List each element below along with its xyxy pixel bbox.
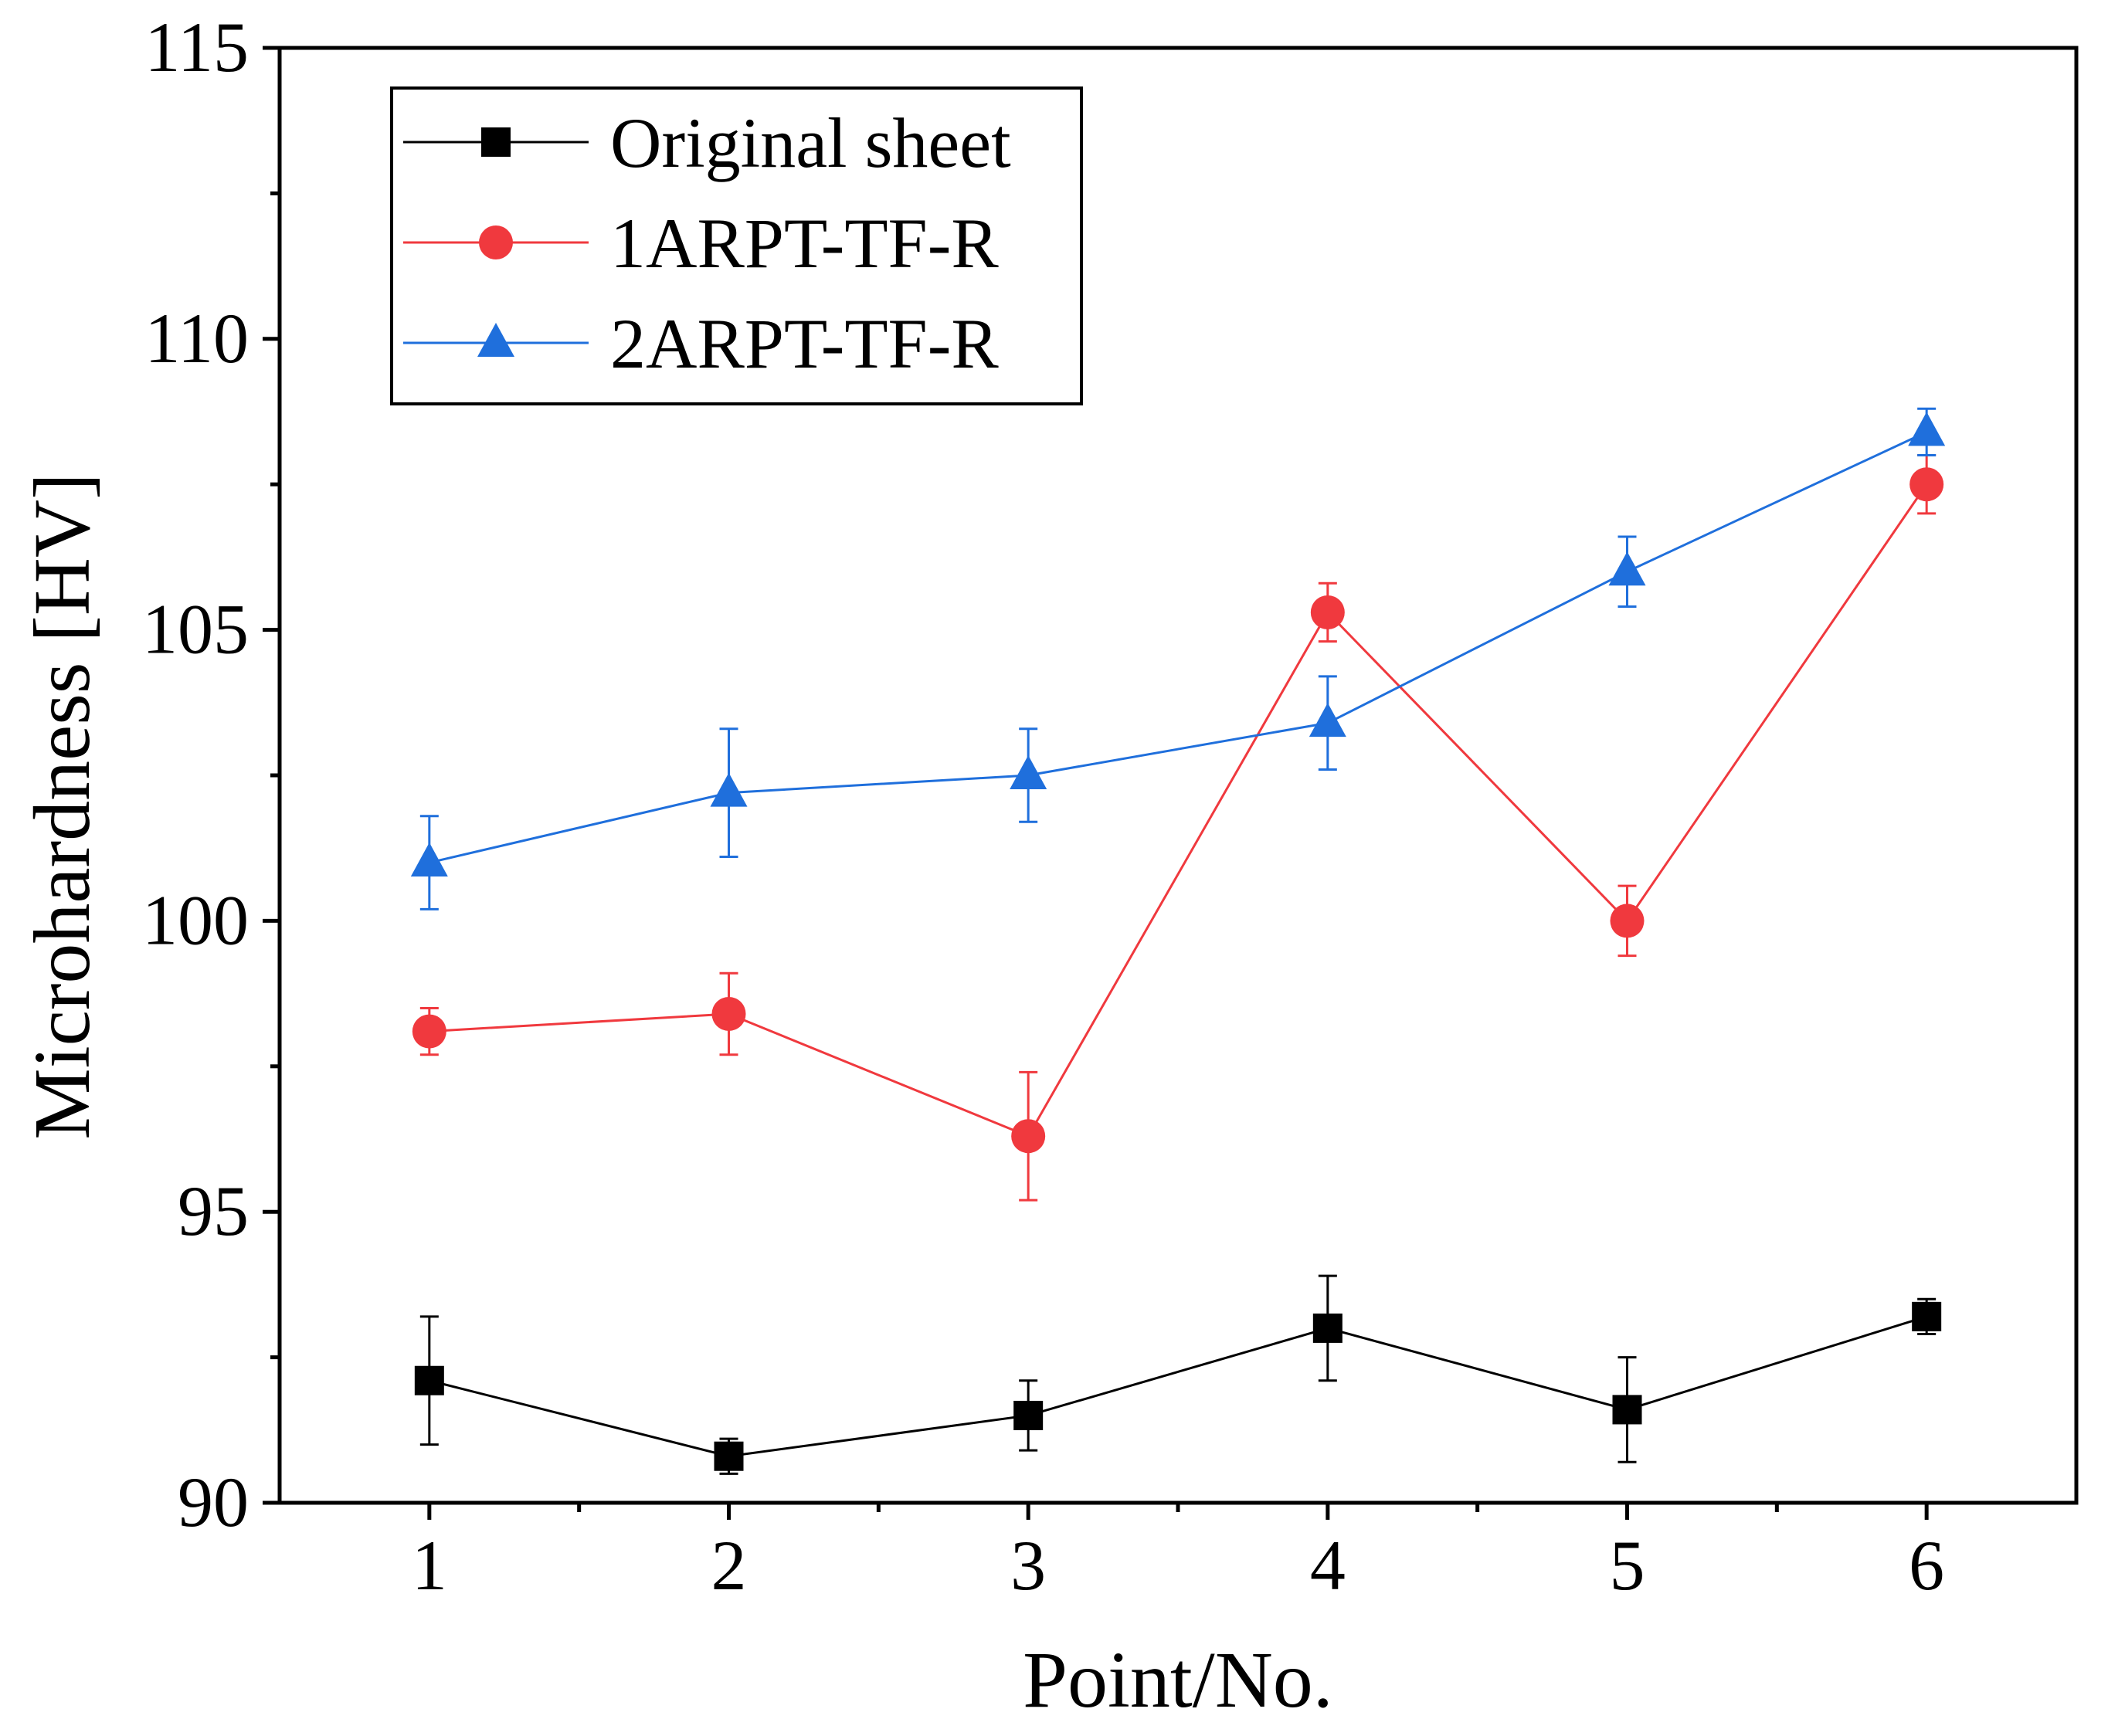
x-tick-label: 6 [1909,1526,1944,1605]
plot-area [410,407,1946,1475]
y-axis-title: Microhardness [HV] [18,473,107,1140]
y-tick-label: 115 [144,8,249,86]
y-tick-label: 110 [144,299,249,378]
x-tick-label: 4 [1310,1526,1346,1605]
data-point [1608,551,1646,586]
data-point [1013,1400,1044,1430]
data-point [1011,1119,1046,1154]
data-point [414,1365,444,1395]
y-tick-label: 100 [142,880,249,959]
data-point [710,772,748,807]
data-point [412,1014,446,1049]
series-line [429,431,1927,864]
data-point [1610,904,1645,938]
axes: 90 95 100 105 110 115 1 2 3 4 5 6 [142,8,1944,1605]
series-line [429,483,1928,1138]
legend-label: 2ARPT-TF-R [610,304,999,383]
data-point [714,1441,744,1471]
series-line [429,1315,1927,1458]
x-tick-label: 1 [412,1526,447,1605]
y-tick-label: 105 [142,590,249,669]
legend-label: Original sheet [610,103,1011,182]
data-point [1912,1301,1942,1331]
x-axis-title: Point/No. [1023,1636,1333,1724]
data-point [711,996,746,1031]
y-tick-label: 90 [178,1463,249,1541]
x-tick-label: 3 [1010,1526,1046,1605]
data-point [1310,595,1345,629]
legend-marker [481,127,511,157]
data-point [1312,1313,1343,1343]
x-tick-label: 5 [1610,1526,1645,1605]
y-tick-label: 95 [178,1171,249,1250]
series-2 [412,454,1944,1202]
x-tick-label: 2 [711,1526,747,1605]
data-point [1908,412,1946,446]
data-point [1909,467,1944,502]
series-1 [414,1274,1942,1475]
legend-marker [477,323,514,357]
legend-label: 1ARPT-TF-R [610,204,999,283]
data-point [410,843,448,877]
data-point [1309,703,1346,737]
legend-marker [479,225,513,259]
series-3 [410,407,1946,910]
data-point [1612,1395,1642,1425]
legend: Original sheet 1ARPT-TF-R 2ARPT-TF-R [390,86,1083,405]
data-point [1010,755,1047,789]
